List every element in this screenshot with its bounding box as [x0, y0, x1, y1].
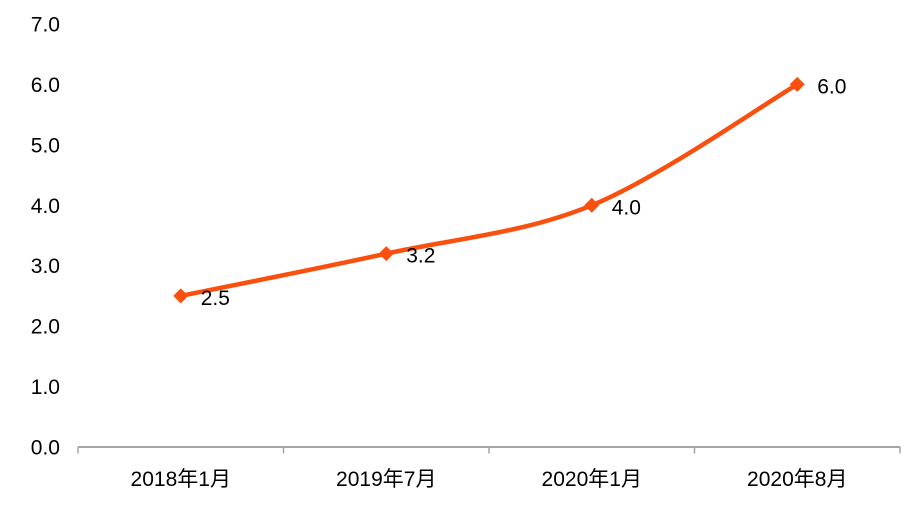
y-axis-tick-label: 2.0 — [31, 316, 60, 339]
data-point-marker — [789, 76, 805, 92]
data-point-label: 4.0 — [612, 196, 641, 219]
y-axis-tick-label: 1.0 — [31, 376, 60, 399]
x-axis-category-label: 2020年8月 — [747, 468, 847, 491]
x-axis-category-label: 2020年1月 — [542, 468, 642, 491]
data-point-label: 3.2 — [406, 245, 435, 268]
data-point-label: 6.0 — [817, 75, 846, 98]
y-axis-tick-label: 5.0 — [31, 134, 60, 157]
y-axis-tick-label: 4.0 — [31, 195, 60, 218]
data-point-marker — [173, 288, 189, 304]
data-point-marker — [378, 246, 394, 262]
series-line — [178, 82, 800, 299]
x-axis-category-label: 2019年7月 — [336, 468, 436, 491]
data-point-marker — [584, 197, 600, 213]
y-axis-tick-label: 0.0 — [31, 437, 60, 460]
y-axis-tick-label: 6.0 — [31, 74, 60, 97]
data-point-label: 2.5 — [201, 287, 230, 310]
x-axis-category-label: 2018年1月 — [131, 468, 231, 491]
y-axis-tick-label: 7.0 — [31, 14, 60, 37]
y-axis-tick-label: 3.0 — [31, 255, 60, 278]
